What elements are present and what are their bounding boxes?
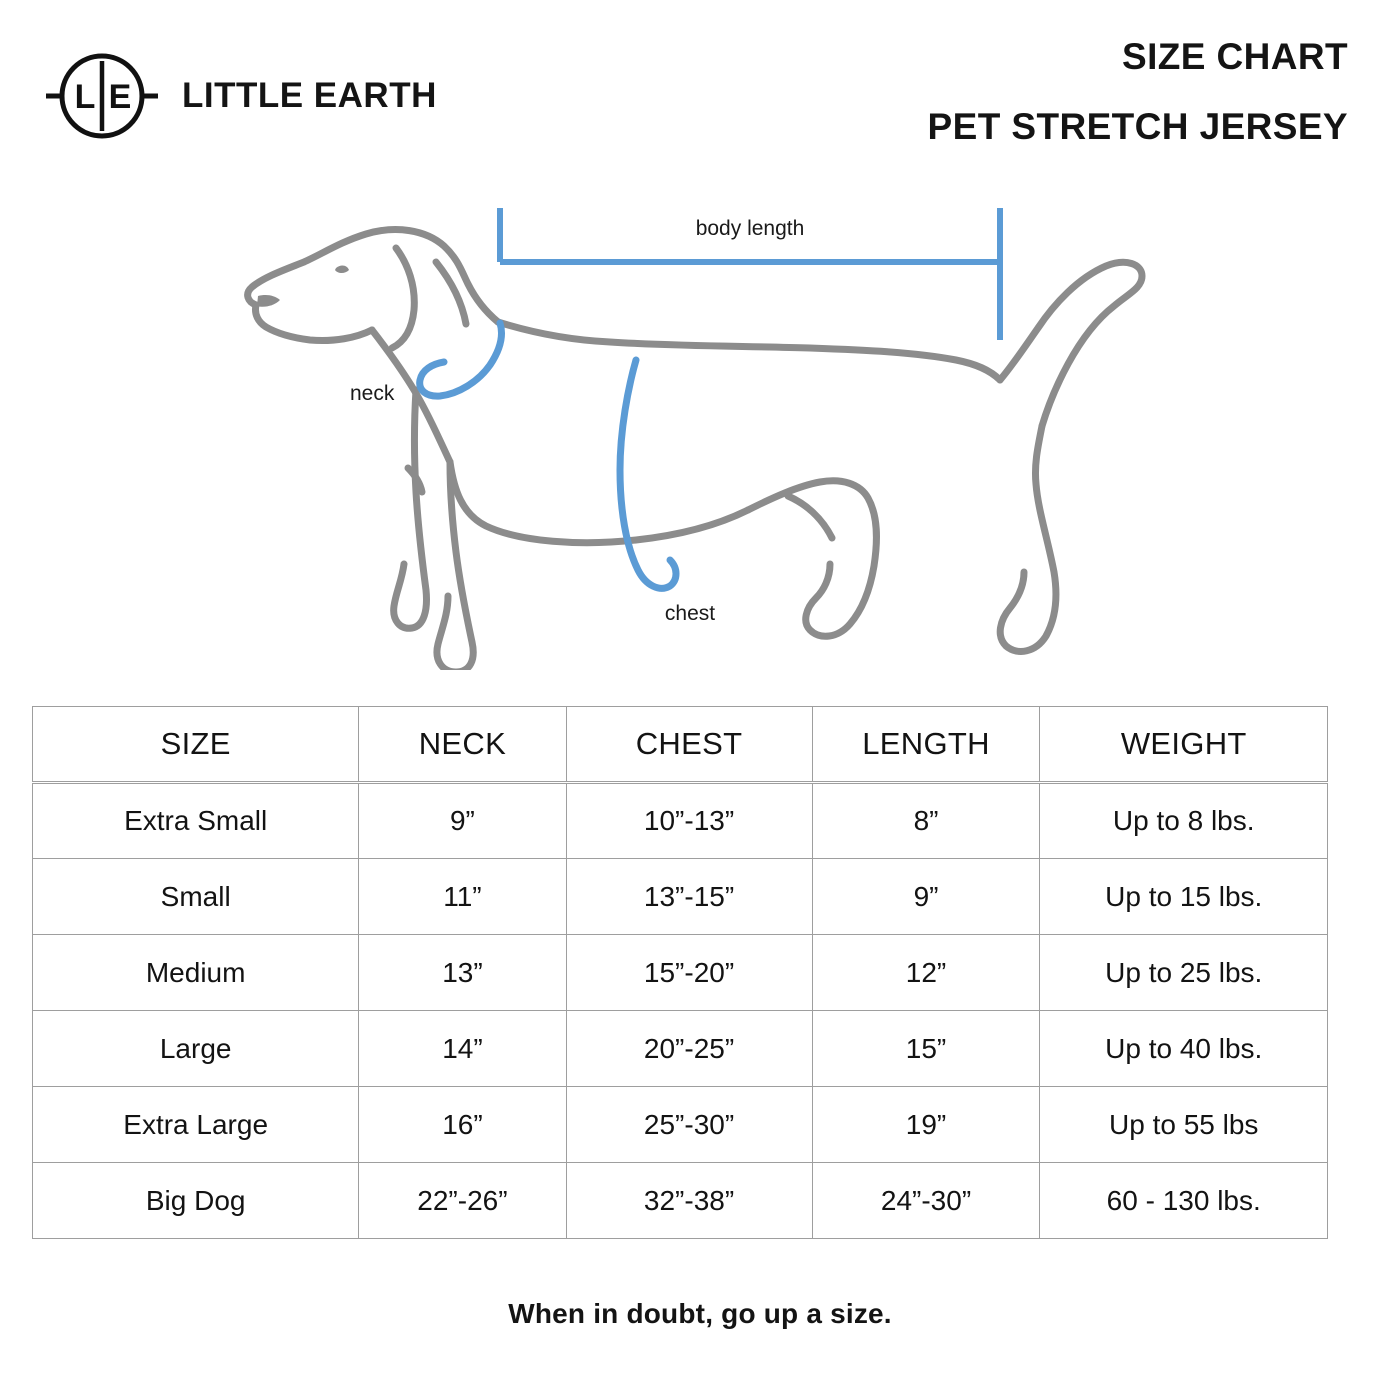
cell-size: Extra Small — [31, 782, 360, 859]
cell-weight: Up to 55 lbs — [1039, 1086, 1328, 1163]
dog-side-profile-outline-icon: body length neck chest — [244, 208, 1146, 670]
cell-size: Small — [31, 858, 360, 935]
table-row: Extra Small 9” 10”-13” 8” Up to 8 lbs. — [31, 782, 1328, 859]
svg-text:L: L — [75, 78, 96, 116]
cell-length: 9” — [811, 858, 1041, 935]
chest-label: chest — [665, 602, 715, 625]
cell-chest: 15”-20” — [565, 934, 813, 1011]
size-table: SIZE NECK CHEST LENGTH WEIGHT Extra Smal… — [31, 706, 1328, 1239]
cell-weight: Up to 25 lbs. — [1039, 934, 1328, 1011]
brand-lockup: L E LITTLE EARTH — [44, 50, 437, 142]
cell-neck: 13” — [358, 934, 567, 1011]
cell-length: 15” — [811, 1010, 1041, 1087]
cell-size: Extra Large — [31, 1086, 360, 1163]
column-header-length: LENGTH — [811, 706, 1041, 784]
cell-length: 8” — [811, 782, 1041, 859]
table-row: Small 11” 13”-15” 9” Up to 15 lbs. — [31, 858, 1328, 935]
body-length-dimension — [497, 208, 1003, 340]
column-header-weight: WEIGHT — [1039, 706, 1328, 784]
cell-neck: 14” — [358, 1010, 567, 1087]
cell-chest: 20”-25” — [565, 1010, 813, 1087]
neck-label: neck — [350, 382, 395, 405]
cell-weight: Up to 15 lbs. — [1039, 858, 1328, 935]
cell-weight: Up to 40 lbs. — [1039, 1010, 1328, 1087]
table-row: Medium 13” 15”-20” 12” Up to 25 lbs. — [31, 934, 1328, 1011]
little-earth-circle-le-logo-icon: L E — [44, 50, 160, 142]
table-row: Extra Large 16” 25”-30” 19” Up to 55 lbs — [31, 1086, 1328, 1163]
cell-neck: 11” — [358, 858, 567, 935]
cell-chest: 25”-30” — [565, 1086, 813, 1163]
cell-chest: 32”-38” — [565, 1162, 813, 1239]
page-title: SIZE CHART — [1122, 36, 1348, 77]
cell-length: 19” — [811, 1086, 1041, 1163]
cell-size: Big Dog — [31, 1162, 360, 1239]
table-header-row: SIZE NECK CHEST LENGTH WEIGHT — [31, 706, 1328, 784]
cell-weight: Up to 8 lbs. — [1039, 782, 1328, 859]
title-block: SIZE CHART PET STRETCH JERSEY — [928, 38, 1348, 145]
footer-advice: When in doubt, go up a size. — [508, 1298, 892, 1329]
svg-text:E: E — [109, 78, 132, 116]
cell-size: Medium — [31, 934, 360, 1011]
page-subtitle: PET STRETCH JERSEY — [927, 106, 1348, 147]
table-row: Large 14” 20”-25” 15” Up to 40 lbs. — [31, 1010, 1328, 1087]
column-header-chest: CHEST — [565, 706, 813, 784]
page-header: L E LITTLE EARTH SIZE CHART PET STRETCH … — [0, 0, 1400, 185]
column-header-neck: NECK — [358, 706, 567, 784]
column-header-size: SIZE — [31, 706, 360, 784]
cell-neck: 9” — [358, 782, 567, 859]
cell-length: 24”-30” — [811, 1162, 1041, 1239]
table-row: Big Dog 22”-26” 32”-38” 24”-30” 60 - 130… — [31, 1162, 1328, 1239]
measurement-diagram: body length neck chest — [0, 190, 1400, 690]
cell-weight: 60 - 130 lbs. — [1039, 1162, 1328, 1239]
cell-neck: 16” — [358, 1086, 567, 1163]
size-table-container: SIZE NECK CHEST LENGTH WEIGHT Extra Smal… — [31, 706, 1328, 1239]
cell-chest: 13”-15” — [565, 858, 813, 935]
size-table-head: SIZE NECK CHEST LENGTH WEIGHT — [31, 706, 1328, 784]
body-length-label: body length — [696, 217, 805, 240]
cell-chest: 10”-13” — [565, 782, 813, 859]
brand-name: LITTLE EARTH — [182, 76, 437, 115]
size-table-body: Extra Small 9” 10”-13” 8” Up to 8 lbs. S… — [31, 782, 1328, 1239]
cell-length: 12” — [811, 934, 1041, 1011]
cell-neck: 22”-26” — [358, 1162, 567, 1239]
cell-size: Large — [31, 1010, 360, 1087]
